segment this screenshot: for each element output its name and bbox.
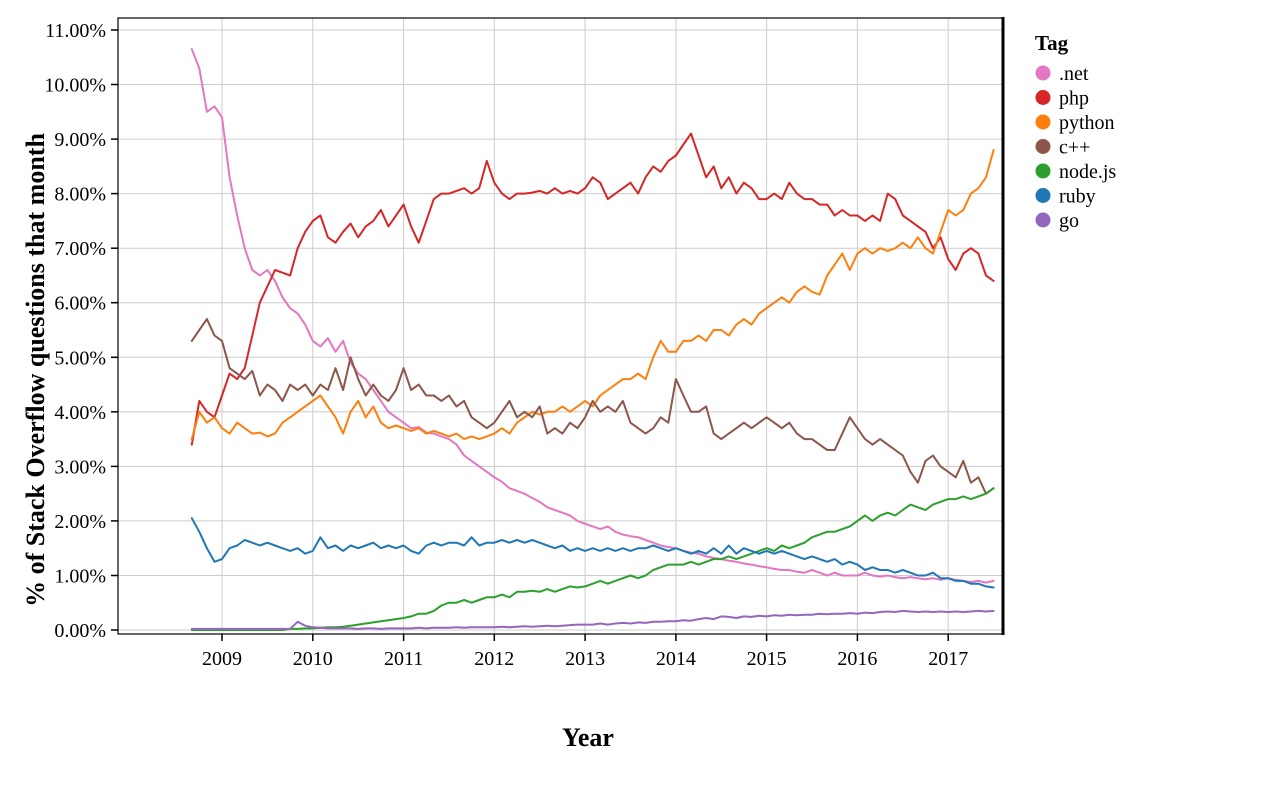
axes: 0.00% 1.00% 2.00% 3.00% 4.00% 5.00% 6.00% 7.00%… — [44, 17, 1005, 670]
series-line-c++ — [190, 318, 995, 495]
legend-label-ruby: ruby — [1059, 186, 1096, 208]
legend-swatch-.net — [1035, 65, 1051, 81]
x-tick-label: 2011 — [384, 648, 423, 670]
y-tick-label: 3.00% — [54, 456, 106, 478]
series-line-node.js — [190, 487, 995, 631]
y-tick-label: 6.00% — [54, 293, 106, 315]
series-line-ruby — [190, 517, 995, 589]
y-tick-label: 7.00% — [54, 238, 106, 260]
y-tick-label: 2.00% — [54, 511, 106, 533]
legend-swatch-ruby — [1035, 188, 1051, 203]
x-axis-title: Year — [562, 723, 614, 752]
legend-label-node.js: node.js — [1059, 161, 1116, 183]
legend-swatch-node.js — [1035, 163, 1051, 179]
x-tick-label: 2013 — [565, 648, 605, 670]
legend-swatch-go — [1035, 212, 1051, 228]
y-axis-title: % of Stack Overflow questions that month — [21, 133, 50, 607]
x-tick-label: 2010 — [293, 648, 333, 670]
x-tick-label: 2014 — [656, 648, 696, 670]
grid — [118, 18, 1003, 634]
y-tick-label: 0.00% — [54, 620, 106, 642]
x-tick-label: 2016 — [837, 648, 877, 670]
series-lines — [190, 48, 995, 631]
y-tick-label: 11.00% — [45, 20, 106, 42]
legend-swatch-python — [1035, 114, 1051, 130]
legend-label-.net: .net — [1059, 63, 1089, 85]
y-tick-label: 4.00% — [54, 402, 106, 424]
x-tick-label: 2015 — [747, 648, 787, 670]
x-tick-label: 2017 — [928, 648, 968, 670]
series-line-php — [190, 132, 995, 446]
series-line-go — [190, 609, 995, 630]
legend-label-go: go — [1059, 210, 1079, 232]
legend-label-python: python — [1059, 112, 1115, 134]
y-tick-label: 5.00% — [54, 347, 106, 369]
legend-label-php: php — [1059, 88, 1089, 110]
series-line-python — [190, 149, 995, 441]
y-tick-label: 8.00% — [54, 184, 106, 206]
y-tick-label: 10.00% — [44, 75, 106, 97]
legend-title: Tag — [1035, 31, 1069, 55]
series-line-.net — [190, 48, 995, 584]
y-tick-label: 1.00% — [54, 566, 106, 588]
legend-swatch-c++ — [1035, 139, 1051, 154]
x-tick-label: 2009 — [202, 648, 242, 670]
x-tick-label: 2012 — [474, 648, 514, 670]
y-tick-label: 9.00% — [54, 129, 106, 151]
legend-label-c++: c++ — [1059, 137, 1090, 159]
legend-swatch-php — [1035, 90, 1051, 105]
